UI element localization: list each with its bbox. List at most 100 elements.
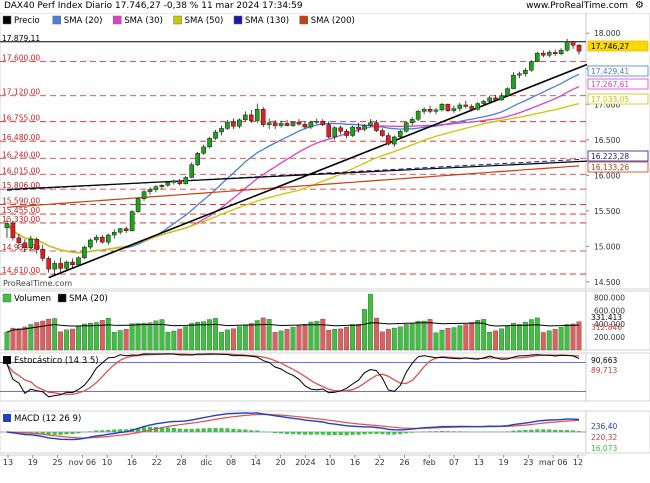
- volume-bar: [195, 321, 201, 351]
- macd-histogram-bar: [380, 432, 385, 435]
- stochastic-panel-axis: [585, 352, 650, 402]
- volume-bar: [362, 309, 367, 351]
- candle: [546, 52, 552, 56]
- volume-bar: [379, 331, 385, 351]
- candle: [70, 261, 75, 266]
- legend-entry: SMA (200): [311, 16, 355, 26]
- candle: [445, 104, 451, 111]
- volume-bar: [183, 326, 189, 351]
- candle: [243, 114, 248, 121]
- sma-50-line: [6, 102, 580, 254]
- macd-histogram-bar: [70, 432, 75, 435]
- macd-histogram-bar: [398, 432, 403, 435]
- candle: [380, 130, 385, 136]
- candle: [481, 101, 486, 104]
- volume-bar: [189, 323, 195, 351]
- stochastic-last-label: 90,663: [591, 356, 617, 365]
- macd-last-label: 16,073: [591, 444, 617, 453]
- x-tick-label: 19: [499, 458, 509, 467]
- x-tick-label: 25: [52, 458, 62, 467]
- volume-bar: [40, 320, 46, 351]
- volume-bar: [570, 323, 576, 351]
- macd-last-label: 220,32: [591, 433, 617, 442]
- candle: [82, 246, 87, 258]
- candle: [302, 123, 308, 128]
- sma-200-line: [6, 165, 580, 208]
- candle: [225, 121, 230, 129]
- volume-bar: [266, 319, 272, 351]
- volume-sma-line: [6, 322, 580, 333]
- macd-histogram-bar: [135, 427, 141, 432]
- candle: [374, 122, 379, 131]
- gear-icon[interactable]: ⚙: [635, 0, 644, 11]
- macd-histogram-bar: [64, 432, 69, 435]
- macd-histogram-bar: [386, 432, 391, 435]
- macd-histogram-bar: [457, 431, 462, 432]
- site-link[interactable]: www.ProRealTime.com: [526, 1, 628, 11]
- candle: [207, 138, 212, 148]
- last-value-label: 16.133,26: [591, 163, 629, 172]
- x-tick-label: 23: [523, 458, 533, 467]
- candle: [469, 106, 475, 110]
- candle: [511, 74, 516, 89]
- candle: [397, 131, 403, 138]
- volume-bar: [528, 319, 534, 351]
- candle: [356, 126, 361, 130]
- level-label: 16.755,00: [2, 114, 40, 123]
- candle: [493, 97, 498, 101]
- macd-histogram-bar: [368, 432, 373, 434]
- volume-bar: [165, 332, 171, 351]
- macd-histogram-bar: [338, 432, 343, 436]
- volume-bar: [415, 321, 421, 351]
- volume-bar: [129, 323, 135, 351]
- macd-histogram-bar: [201, 428, 206, 432]
- volume-bar: [141, 322, 147, 351]
- macd-histogram-bar: [255, 430, 260, 432]
- volume-bar: [445, 328, 451, 351]
- x-tick-label: feb: [423, 458, 436, 467]
- macd-histogram-bar: [243, 429, 248, 432]
- candle: [487, 97, 492, 102]
- candle: [213, 131, 218, 139]
- candle: [52, 263, 57, 270]
- candle: [260, 109, 266, 126]
- x-tick-label: 10: [102, 458, 112, 467]
- legend-swatch: [52, 15, 62, 25]
- volume-bar: [236, 326, 242, 351]
- macd-histogram-bar: [207, 428, 212, 432]
- volume-bar: [350, 324, 356, 351]
- volume-bar: [99, 320, 105, 351]
- volume-tick-label: 800.000: [594, 294, 625, 303]
- macd-histogram-bar: [529, 429, 534, 432]
- candle: [22, 242, 28, 248]
- candle: [195, 153, 200, 165]
- last-value-label: 17.746,27: [591, 42, 629, 51]
- volume-bar: [105, 318, 111, 351]
- last-value-label: 17.429,41: [591, 67, 629, 76]
- macd-histogram-bar: [565, 430, 570, 432]
- level-label: 15.455,00: [2, 206, 40, 215]
- volume-bar: [433, 332, 439, 351]
- macd-histogram-bar: [177, 428, 182, 432]
- candle: [147, 189, 153, 192]
- candle: [159, 185, 165, 187]
- macd-histogram-bar: [541, 429, 546, 432]
- volume-bar: [391, 327, 397, 351]
- volume-bar: [93, 322, 99, 351]
- macd-histogram-bar: [427, 431, 433, 432]
- x-tick-label: 08: [226, 458, 236, 467]
- legend-entry: SMA (20): [64, 16, 103, 26]
- last-value-box: [587, 150, 649, 162]
- volume-bar: [409, 323, 415, 351]
- candle: [201, 146, 206, 154]
- candle: [16, 237, 22, 244]
- volume-bar: [46, 318, 52, 351]
- candle: [296, 121, 302, 125]
- price-tick-label: 18.000: [594, 29, 620, 38]
- macd-histogram-bar: [314, 432, 319, 435]
- candle: [284, 123, 290, 126]
- candle: [10, 223, 16, 239]
- candle: [117, 228, 123, 233]
- volume-bar: [546, 330, 552, 351]
- volume-bar: [248, 323, 254, 351]
